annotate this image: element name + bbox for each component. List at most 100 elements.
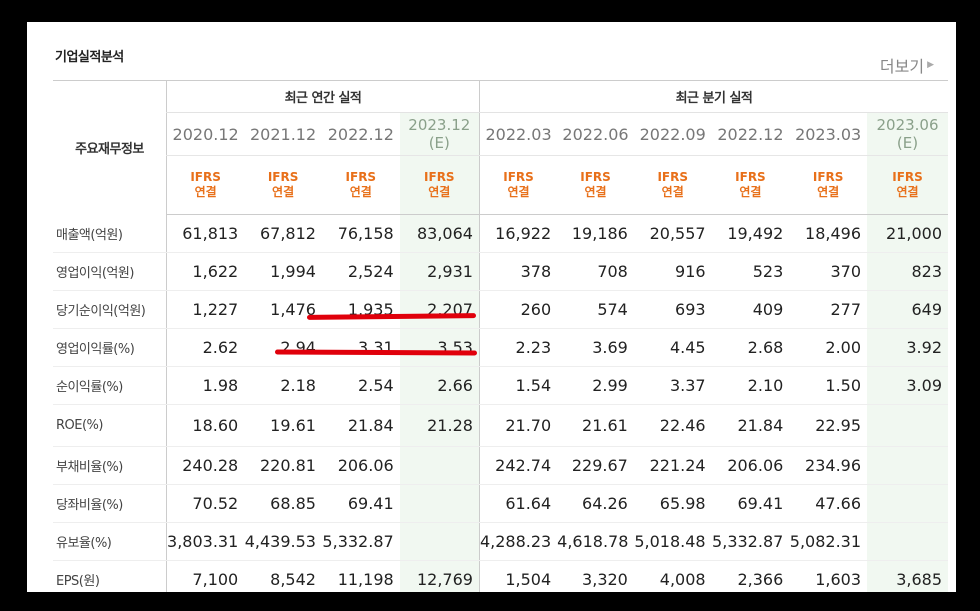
value-cell: 19,186 bbox=[557, 214, 634, 253]
value-cell: 2.66 bbox=[399, 366, 480, 405]
row-label: 영업이익(억원) bbox=[53, 252, 167, 291]
consolidated-label: 연결 bbox=[739, 185, 762, 199]
value-cell: 916 bbox=[633, 252, 712, 291]
ifrs-label: IFRS bbox=[503, 170, 534, 184]
period-header: 2022.09 bbox=[633, 112, 712, 156]
period-header: 2023.03 bbox=[789, 112, 868, 156]
value-cell: 3.69 bbox=[557, 328, 634, 367]
value-cell: 574 bbox=[557, 290, 634, 329]
value-cell: 1,476 bbox=[244, 290, 322, 329]
value-cell: 21.84 bbox=[711, 404, 790, 447]
period-header: 2022.12 bbox=[711, 112, 790, 156]
value-cell: 2.99 bbox=[557, 366, 634, 405]
value-cell: 2.68 bbox=[711, 328, 790, 367]
value-cell: 68.85 bbox=[244, 484, 322, 523]
period-date: 2022.12 bbox=[717, 124, 784, 144]
value-cell: 3.09 bbox=[867, 366, 948, 405]
value-cell: 823 bbox=[867, 252, 948, 291]
value-cell: 3.37 bbox=[633, 366, 712, 405]
value-cell: 523 bbox=[711, 252, 790, 291]
table-row: 부채비율(%) 240.28 220.81 206.06 242.74 229.67 221… bbox=[53, 446, 948, 485]
consolidated-label: 연결 bbox=[507, 185, 530, 199]
value-cell: 649 bbox=[867, 290, 948, 329]
value-cell: 409 bbox=[711, 290, 790, 329]
row-label: EPS(원) bbox=[53, 560, 167, 592]
value-cell: 2,524 bbox=[321, 252, 400, 291]
row-label: 영업이익률(%) bbox=[53, 328, 167, 367]
ifrs-link[interactable]: IFRS 연결 bbox=[867, 155, 948, 215]
value-cell: 2.18 bbox=[244, 366, 322, 405]
value-cell: 693 bbox=[633, 290, 712, 329]
period-date: 2022.12 bbox=[327, 124, 394, 144]
ifrs-link[interactable]: IFRS 연결 bbox=[399, 155, 480, 215]
period-header: 2023.12 (E) bbox=[399, 112, 480, 156]
table-row: 당기순이익(억원) 1,227 1,476 1,935 2,207 260 574 693 40… bbox=[53, 290, 948, 329]
table-row: ROE(%) 18.60 19.61 21.84 21.28 21.70 21.61 22.4… bbox=[53, 404, 948, 447]
quarterly-group-header: 최근 분기 실적 bbox=[478, 80, 948, 113]
ifrs-label: IFRS bbox=[267, 170, 299, 184]
value-cell: 18,496 bbox=[789, 214, 868, 253]
ifrs-link[interactable]: IFRS 연결 bbox=[244, 155, 322, 215]
financial-table: 주요재무정보 최근 연간 실적 최근 분기 실적 2020.12 2021.12 2… bbox=[53, 80, 948, 592]
row-label: ROE(%) bbox=[53, 404, 167, 447]
value-cell: 76,158 bbox=[321, 214, 400, 253]
consolidated-label: 연결 bbox=[661, 185, 684, 199]
value-cell: 64.26 bbox=[557, 484, 634, 523]
table-row: 매출액(억원) 61,813 67,812 76,158 83,064 16,922 19,… bbox=[53, 214, 948, 253]
value-cell: 3.53 bbox=[399, 328, 480, 367]
value-cell: 1.54 bbox=[478, 366, 558, 405]
period-date: 2022.09 bbox=[639, 124, 706, 144]
value-cell: 240.28 bbox=[166, 446, 245, 485]
value-cell: 2,931 bbox=[399, 252, 480, 291]
company-performance-panel: 기업실적분석 더보기 ▶ 주요재무정보 최근 연간 실적 최근 분기 실적 20… bbox=[27, 22, 956, 592]
ifrs-link[interactable]: IFRS 연결 bbox=[711, 155, 790, 215]
more-link[interactable]: 더보기 ▶ bbox=[880, 53, 934, 77]
value-cell: 4,439.53 bbox=[244, 522, 322, 561]
value-cell: 3.31 bbox=[321, 328, 400, 367]
value-cell: 61,813 bbox=[166, 214, 245, 253]
underline-annotation-bottom bbox=[274, 349, 478, 356]
value-cell: 277 bbox=[789, 290, 868, 329]
row-label: 매출액(억원) bbox=[53, 214, 167, 253]
value-cell bbox=[867, 446, 948, 485]
estimate-tag: (E) bbox=[896, 134, 919, 152]
value-cell: 11,198 bbox=[321, 560, 400, 592]
period-date: 2020.12 bbox=[172, 124, 239, 144]
value-cell bbox=[399, 522, 480, 561]
value-cell: 206.06 bbox=[321, 446, 400, 485]
value-cell: 2.94 bbox=[244, 328, 322, 367]
more-label: 더보기 bbox=[879, 57, 925, 76]
value-cell: 4,618.78 bbox=[557, 522, 634, 561]
value-cell bbox=[867, 484, 948, 523]
value-cell: 22.95 bbox=[789, 404, 868, 447]
value-cell: 1,935 bbox=[321, 290, 400, 329]
period-date: 2021.12 bbox=[250, 124, 317, 144]
ifrs-link[interactable]: IFRS 연결 bbox=[478, 155, 558, 215]
ifrs-label: IFRS bbox=[190, 170, 221, 184]
period-date: 2022.06 bbox=[562, 124, 629, 144]
ifrs-link[interactable]: IFRS 연결 bbox=[789, 155, 868, 215]
value-cell: 1,622 bbox=[166, 252, 245, 291]
value-cell: 18.60 bbox=[166, 404, 245, 447]
value-cell bbox=[399, 484, 480, 523]
ifrs-link[interactable]: IFRS 연결 bbox=[633, 155, 712, 215]
chevron-right-icon: ▶ bbox=[927, 60, 934, 70]
value-cell: 5,332.87 bbox=[711, 522, 790, 561]
ifrs-link[interactable]: IFRS 연결 bbox=[557, 155, 634, 215]
value-cell: 5,332.87 bbox=[321, 522, 400, 561]
value-cell: 708 bbox=[557, 252, 634, 291]
table-row: 당좌비율(%) 70.52 68.85 69.41 61.64 64.26 65.98 69.… bbox=[53, 484, 948, 523]
ifrs-link[interactable]: IFRS 연결 bbox=[321, 155, 400, 215]
consolidated-label: 연결 bbox=[349, 185, 372, 199]
value-cell: 83,064 bbox=[399, 214, 480, 253]
annual-group-header: 최근 연간 실적 bbox=[166, 80, 480, 113]
table-row: 순이익률(%) 1.98 2.18 2.54 2.66 1.54 2.99 3.37 2.10 1… bbox=[53, 366, 948, 405]
ifrs-label: IFRS bbox=[657, 170, 688, 184]
value-cell: 3,320 bbox=[557, 560, 634, 592]
value-cell: 5,082.31 bbox=[789, 522, 868, 561]
value-cell: 65.98 bbox=[633, 484, 712, 523]
value-cell: 12,769 bbox=[399, 560, 480, 592]
ifrs-label: IFRS bbox=[735, 170, 766, 184]
value-cell: 21.70 bbox=[478, 404, 558, 447]
ifrs-link[interactable]: IFRS 연결 bbox=[166, 155, 245, 215]
